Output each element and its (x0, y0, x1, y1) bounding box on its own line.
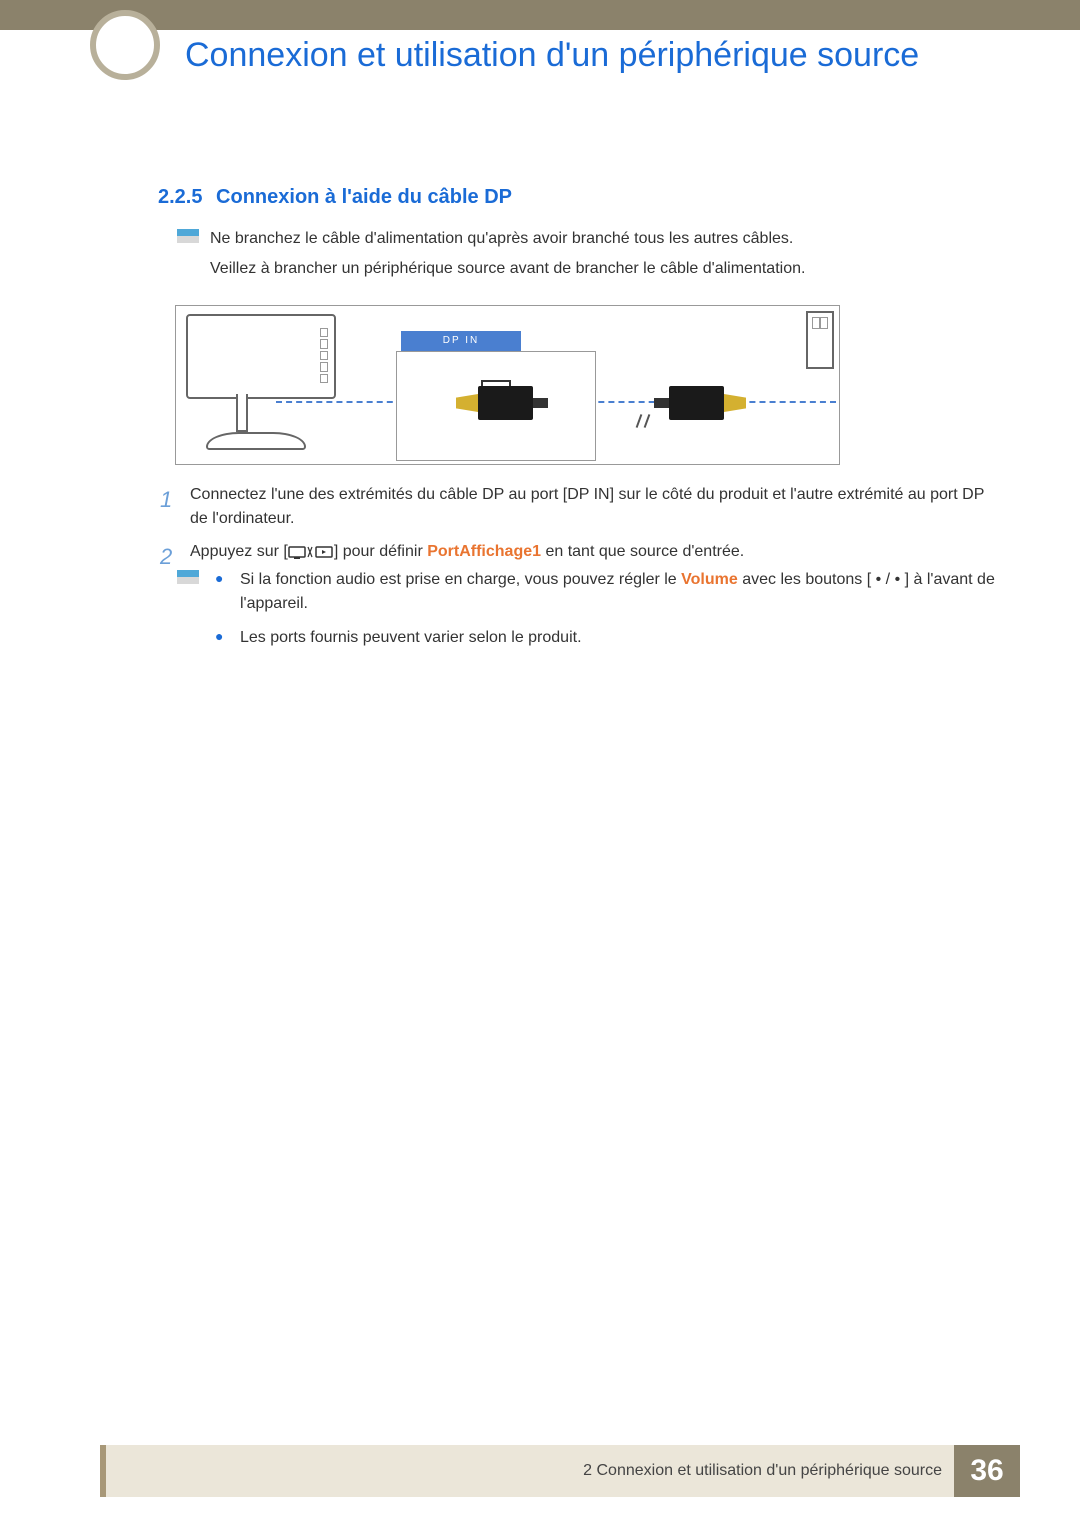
bullet-icon: ● (215, 568, 240, 616)
bullet1-highlight: Volume (681, 571, 738, 588)
footer-text: 2 Connexion et utilisation d'un périphér… (583, 1462, 942, 1480)
chapter-badge-icon (90, 10, 160, 80)
section-heading: 2.2.5 Connexion à l'aide du câble DP (158, 186, 512, 209)
bullet1-prefix: Si la fonction audio est prise en charge… (240, 571, 681, 588)
dp-port-label: DP IN (401, 331, 521, 351)
section-number: 2.2.5 (158, 186, 202, 208)
page-number: 36 (954, 1445, 1020, 1497)
list-item: ● Si la fonction audio est prise en char… (215, 568, 1000, 616)
step-text: Connectez l'une des extrémités du câble … (190, 483, 1000, 531)
note-text-1: Ne branchez le câble d'alimentation qu'a… (210, 227, 1000, 251)
bullet-icon: ● (215, 626, 240, 650)
bullet-list: ● Si la fonction audio est prise en char… (215, 568, 1000, 660)
pc-tower-icon (806, 311, 834, 369)
footer-accent-icon (100, 1445, 106, 1497)
bullet2-text: Les ports fournis peuvent varier selon l… (240, 626, 582, 650)
step2-suffix: en tant que source d'entrée. (541, 543, 744, 560)
step2-highlight: PortAffichage1 (427, 543, 541, 560)
note-icon (177, 229, 199, 243)
step-1: 1 Connectez l'une des extrémités du câbl… (160, 483, 1000, 531)
step-number: 1 (160, 483, 190, 531)
connection-diagram: DP IN (175, 305, 840, 465)
top-bar (0, 0, 1080, 30)
step-number: 2 (160, 540, 190, 573)
dp-connector-right-icon (656, 386, 746, 421)
dp-connector-left-icon (456, 386, 546, 421)
monitor-icon (186, 314, 336, 449)
section-title: Connexion à l'aide du câble DP (216, 186, 512, 208)
step2-mid: ] pour définir (334, 543, 427, 560)
footer-bar: 2 Connexion et utilisation d'un périphér… (100, 1445, 1020, 1497)
source-button-icon (288, 545, 334, 559)
step2-prefix: Appuyez sur [ (190, 543, 288, 560)
cable-break-icon (634, 414, 654, 426)
note-icon (177, 570, 199, 584)
note-text-2: Veillez à brancher un périphérique sourc… (210, 257, 1000, 281)
chapter-title: Connexion et utilisation d'un périphériq… (185, 35, 1020, 76)
list-item: ● Les ports fournis peuvent varier selon… (215, 626, 1000, 650)
